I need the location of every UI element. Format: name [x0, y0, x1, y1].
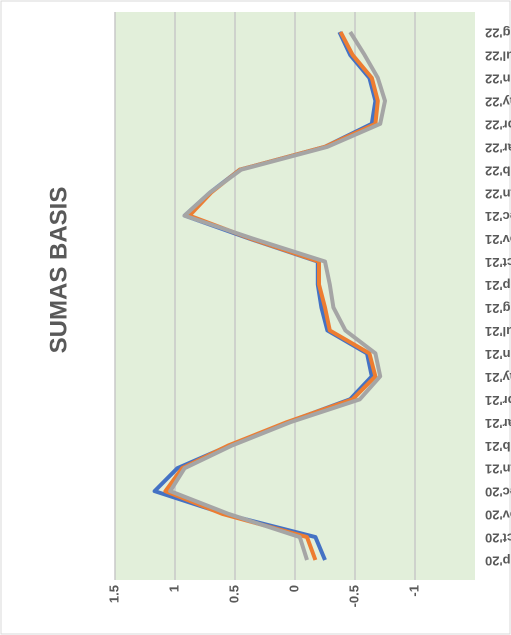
x-tick-label: Sep'21 — [485, 278, 511, 293]
y-tick-label: -0.5 — [346, 585, 361, 607]
x-tick-label: Jul'22 — [485, 49, 511, 64]
y-tick-label: -1 — [406, 585, 421, 597]
x-tick-label: Apr'22 — [485, 117, 511, 132]
y-tick-label: 0.5 — [226, 585, 241, 603]
x-tick-label: May'22 — [485, 94, 511, 109]
x-tick-label: Dec'20 — [485, 485, 511, 500]
series-line — [152, 31, 378, 561]
x-tick-label: Feb'22 — [485, 163, 511, 178]
x-tick-label: Aug'22 — [485, 26, 511, 41]
x-tick-label: Oct'20 — [485, 531, 511, 546]
x-tick-label: Jun'22 — [485, 71, 511, 86]
x-tick-label: Jan'21 — [485, 462, 511, 477]
y-tick-label: 1.5 — [106, 585, 121, 603]
x-tick-label: Nov'21 — [485, 232, 511, 247]
chart-title: SUMAS BASIS — [45, 187, 72, 354]
x-tick-label: Oct'21 — [485, 255, 511, 270]
x-tick-label: Jul'21 — [485, 324, 511, 339]
y-tick-label: 1 — [166, 585, 181, 592]
y-tick-label: 0 — [286, 585, 301, 592]
x-tick-label: Jun'21 — [485, 347, 511, 362]
x-tick-label: Mar'21 — [485, 416, 511, 431]
x-tick-label: Apr'21 — [485, 393, 511, 408]
series-line — [168, 30, 387, 561]
x-tick-label: May'21 — [485, 370, 511, 385]
x-tick-label: Nov'20 — [485, 508, 511, 523]
x-tick-label: Sep'20 — [485, 554, 511, 569]
x-tick-label: Jan'22 — [485, 186, 511, 201]
x-tick-label: Feb'21 — [485, 439, 511, 454]
x-tick-label: Aug'21 — [485, 301, 511, 316]
x-tick-label: Dec'21 — [485, 209, 511, 224]
x-tick-label: Mar'22 — [485, 140, 511, 155]
series-line — [163, 31, 380, 561]
